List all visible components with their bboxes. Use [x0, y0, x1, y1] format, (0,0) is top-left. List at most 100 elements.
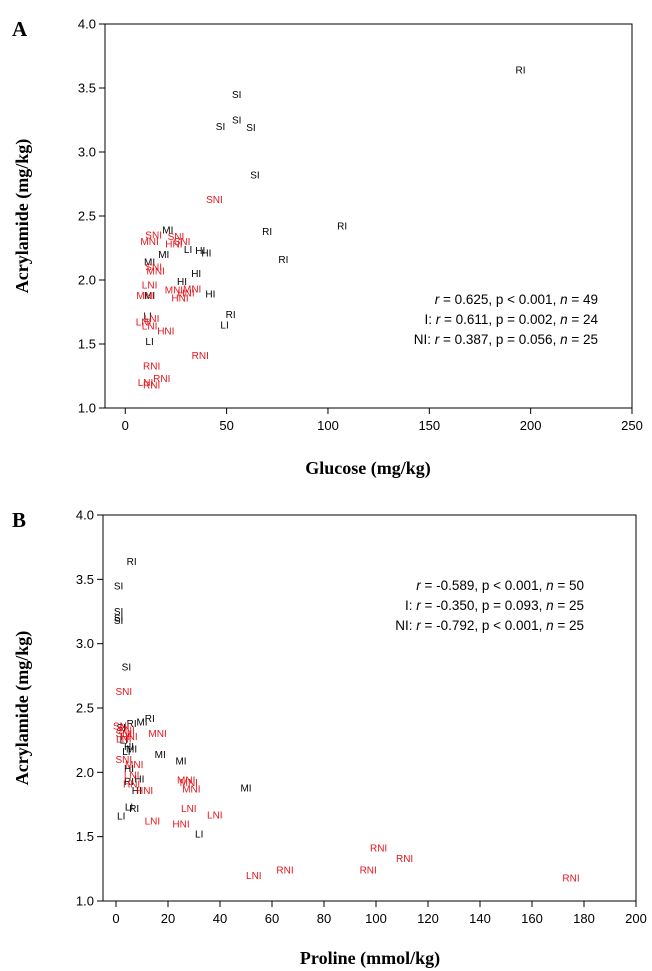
point-li: LI — [125, 803, 133, 814]
point-mi: MI — [126, 745, 137, 756]
point-lni: LNI — [116, 734, 132, 745]
point-hni: HNI — [123, 779, 140, 790]
point-sni: SNI — [118, 725, 135, 736]
y-tick-label: 1.5 — [76, 829, 94, 844]
y-tick-label: 3.0 — [76, 636, 94, 651]
point-sni: SNI — [174, 237, 191, 248]
point-li: LI — [120, 736, 128, 747]
point-li: LI — [117, 812, 125, 823]
panel-a-axes: 0 50 100 150 200 250 1.0 1.5 2.0 2.5 3.0 3.5 4.0 — [78, 17, 643, 434]
x-tick-label: 160 — [521, 911, 543, 926]
panel-b-stats: r = -0.589, p < 0.001, n = 50 I: r = -0.3… — [395, 578, 584, 633]
point-rni: RNI — [562, 873, 579, 884]
point-hi: HI — [195, 246, 205, 257]
x-tick-label: 20 — [161, 911, 175, 926]
point-sni: SNI — [206, 195, 223, 206]
x-tick-label: 50 — [219, 418, 233, 433]
point-mni: MNI — [165, 286, 183, 297]
point-lni: LNI — [181, 804, 197, 815]
y-tick-label: 1.0 — [78, 401, 96, 416]
stat-line: I: r = -0.350, p = 0.093, n = 25 — [405, 598, 584, 613]
stat-line: r = 0.625, p < 0.001, n = 49 — [435, 292, 598, 307]
stat-line: NI: r = -0.792, p < 0.001, n = 25 — [395, 618, 584, 633]
panel-a-letter: A — [12, 17, 28, 41]
point-hni: HNI — [120, 732, 137, 743]
point-li: LI — [220, 320, 228, 331]
point-ri: RI — [127, 557, 137, 568]
x-tick-label: 40 — [213, 911, 227, 926]
point-hni: HNI — [157, 327, 174, 338]
y-tick-label: 3.5 — [78, 81, 96, 96]
point-sni: SNI — [145, 231, 162, 242]
x-tick-label: 100 — [365, 911, 387, 926]
x-tick-label: 150 — [418, 418, 440, 433]
panel-b-axes: 0 20 40 60 80 100 120 140 160 180 200 1.0 1.5 2.0 2.5 3… — [76, 508, 647, 927]
point-hni: HNI — [136, 786, 153, 797]
y-tick-label: 3.0 — [78, 145, 96, 160]
point-hi: HI — [132, 786, 142, 797]
x-tick-label: 200 — [520, 418, 542, 433]
point-hni: HNI — [172, 819, 189, 830]
y-tick-label: 3.5 — [76, 572, 94, 587]
point-ri: RI — [262, 227, 272, 238]
point-ri: RI — [127, 719, 137, 730]
point-lni: LNI — [124, 770, 140, 781]
point-si: SI — [246, 123, 255, 134]
point-si: SI — [116, 723, 125, 734]
point-li: LI — [122, 747, 130, 758]
point-si: SI — [232, 116, 241, 127]
point-hni: HNI — [177, 288, 194, 299]
point-mi: MI — [136, 718, 147, 729]
point-mi: MI — [144, 258, 155, 269]
y-tick-label: 1.5 — [78, 337, 96, 352]
y-tick-label: 2.5 — [78, 209, 96, 224]
point-mni: MNI — [182, 785, 200, 796]
panel-a-y-axis-title: Acrylamide (mg/kg) — [12, 139, 33, 293]
point-rni: RNI — [143, 361, 160, 372]
point-hi: HI — [205, 290, 215, 301]
point-lni: LNI — [138, 378, 154, 389]
point-hi: HI — [201, 249, 211, 260]
point-rni: RNI — [360, 866, 377, 877]
point-si: SI — [216, 122, 225, 133]
y-tick-label: 1.0 — [76, 894, 94, 909]
point-ri: RI — [516, 66, 526, 77]
point-mni: MNI — [180, 778, 198, 789]
stat-line: r = -0.589, p < 0.001, n = 50 — [416, 578, 584, 593]
point-lni: LNI — [145, 817, 161, 828]
point-hi: HI — [124, 764, 134, 775]
x-tick-label: 0 — [112, 911, 119, 926]
x-tick-label: 120 — [417, 911, 439, 926]
point-hi: HI — [134, 774, 144, 785]
point-ri: RI — [337, 222, 347, 233]
panel-b-letter: B — [12, 508, 26, 532]
y-tick-label: 4.0 — [76, 508, 94, 523]
point-lni: LNI — [207, 810, 223, 821]
point-mni: MNI — [147, 267, 165, 278]
point-mi: MI — [144, 291, 155, 302]
point-li: LI — [143, 311, 151, 322]
point-lni: LNI — [144, 314, 160, 325]
point-ri: RI — [145, 714, 155, 725]
point-mi: MI — [158, 250, 169, 261]
point-si: SI — [232, 90, 241, 101]
point-li: LI — [145, 337, 153, 348]
point-lni: LNI — [136, 318, 152, 329]
point-lni: LNI — [142, 281, 158, 292]
point-ri: RI — [124, 777, 134, 788]
x-tick-label: 180 — [573, 911, 595, 926]
point-sni: SNI — [145, 263, 162, 274]
point-sni: SNI — [113, 722, 130, 733]
panel-a: A 0 50 100 150 200 250 1.0 1.5 2.0 2.5 3.0 3.5 4.0 R… — [12, 17, 643, 480]
y-tick-label: 2.0 — [78, 273, 96, 288]
point-sni: SNI — [115, 729, 132, 740]
x-tick-label: 140 — [469, 911, 491, 926]
point-ri: RI — [278, 255, 288, 266]
point-si: SI — [114, 581, 123, 592]
x-tick-label: 60 — [265, 911, 279, 926]
point-li: LI — [195, 830, 203, 841]
point-mni: MNI — [140, 237, 158, 248]
